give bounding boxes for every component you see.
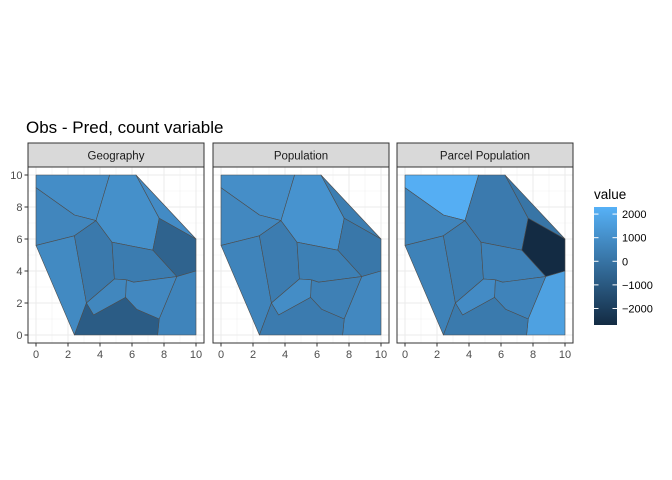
voronoi-cell: [259, 297, 345, 336]
x-tick-label: 6: [314, 349, 320, 361]
legend-tick-label: −1000: [622, 280, 653, 292]
x-tick-label: 0: [218, 349, 224, 361]
voronoi-cell: [157, 270, 197, 336]
panel-border: [212, 166, 390, 344]
legend-tick-label: −2000: [622, 303, 653, 315]
panel-border: [396, 166, 574, 344]
x-tick-label: 8: [346, 349, 352, 361]
x-tick-label: 6: [129, 349, 135, 361]
legend-tick-label: 1000: [622, 233, 646, 245]
x-tick-label: 0: [402, 349, 408, 361]
x-tick-label: 10: [190, 349, 202, 361]
voronoi-cell: [443, 297, 529, 336]
x-tick-label: 2: [434, 349, 440, 361]
x-tick-label: 10: [375, 349, 387, 361]
facet-panels: Geography 0 2 4 6 8 10 0 2 4 6 8 10 Population 0 2 4 6 8 10…: [10, 142, 574, 361]
voronoi-cell: [342, 270, 382, 336]
x-tick-label: 2: [250, 349, 256, 361]
y-tick-label: 4: [16, 266, 22, 278]
x-tick-label: 6: [498, 349, 504, 361]
x-tick-label: 2: [65, 349, 71, 361]
y-tick-label: 0: [16, 330, 22, 342]
legend-title: value: [594, 187, 626, 202]
facet-panel: Geography 0 2 4 6 8 10 0 2 4 6 8 10: [10, 142, 205, 361]
y-tick-label: 6: [16, 234, 22, 246]
facet-panel: Population 0 2 4 6 8 10: [212, 142, 390, 361]
facet-strip-label: Geography: [88, 151, 145, 163]
legend-colorbar: [594, 207, 617, 325]
legend-tick-label: 2000: [622, 209, 646, 221]
y-tick-label: 2: [16, 298, 22, 310]
legend: value 2000 1000 0 −1000 −2000: [594, 187, 653, 325]
x-tick-label: 8: [530, 349, 536, 361]
x-tick-label: 4: [466, 349, 472, 361]
facet-strip: [396, 142, 574, 168]
y-tick-label: 10: [10, 170, 22, 182]
chart-title: Obs - Pred, count variable: [26, 118, 223, 137]
y-tick-label: 8: [16, 202, 22, 214]
facet-panel: Parcel Population 0 2 4 6 8 10: [396, 142, 574, 361]
facet-strip-label: Parcel Population: [440, 151, 530, 163]
facet-strip: [27, 142, 205, 168]
voronoi-cell: [526, 270, 566, 336]
x-tick-label: 4: [282, 349, 288, 361]
x-tick-label: 4: [97, 349, 103, 361]
x-tick-label: 8: [161, 349, 167, 361]
legend-tick-label: 0: [622, 256, 628, 268]
facet-strip-label: Population: [274, 151, 328, 163]
voronoi-cell: [74, 297, 160, 336]
x-tick-label: 10: [559, 349, 571, 361]
legend-ticks: 2000 1000 0 −1000 −2000: [594, 209, 653, 315]
x-tick-label: 0: [33, 349, 39, 361]
panel-border: [27, 166, 205, 344]
